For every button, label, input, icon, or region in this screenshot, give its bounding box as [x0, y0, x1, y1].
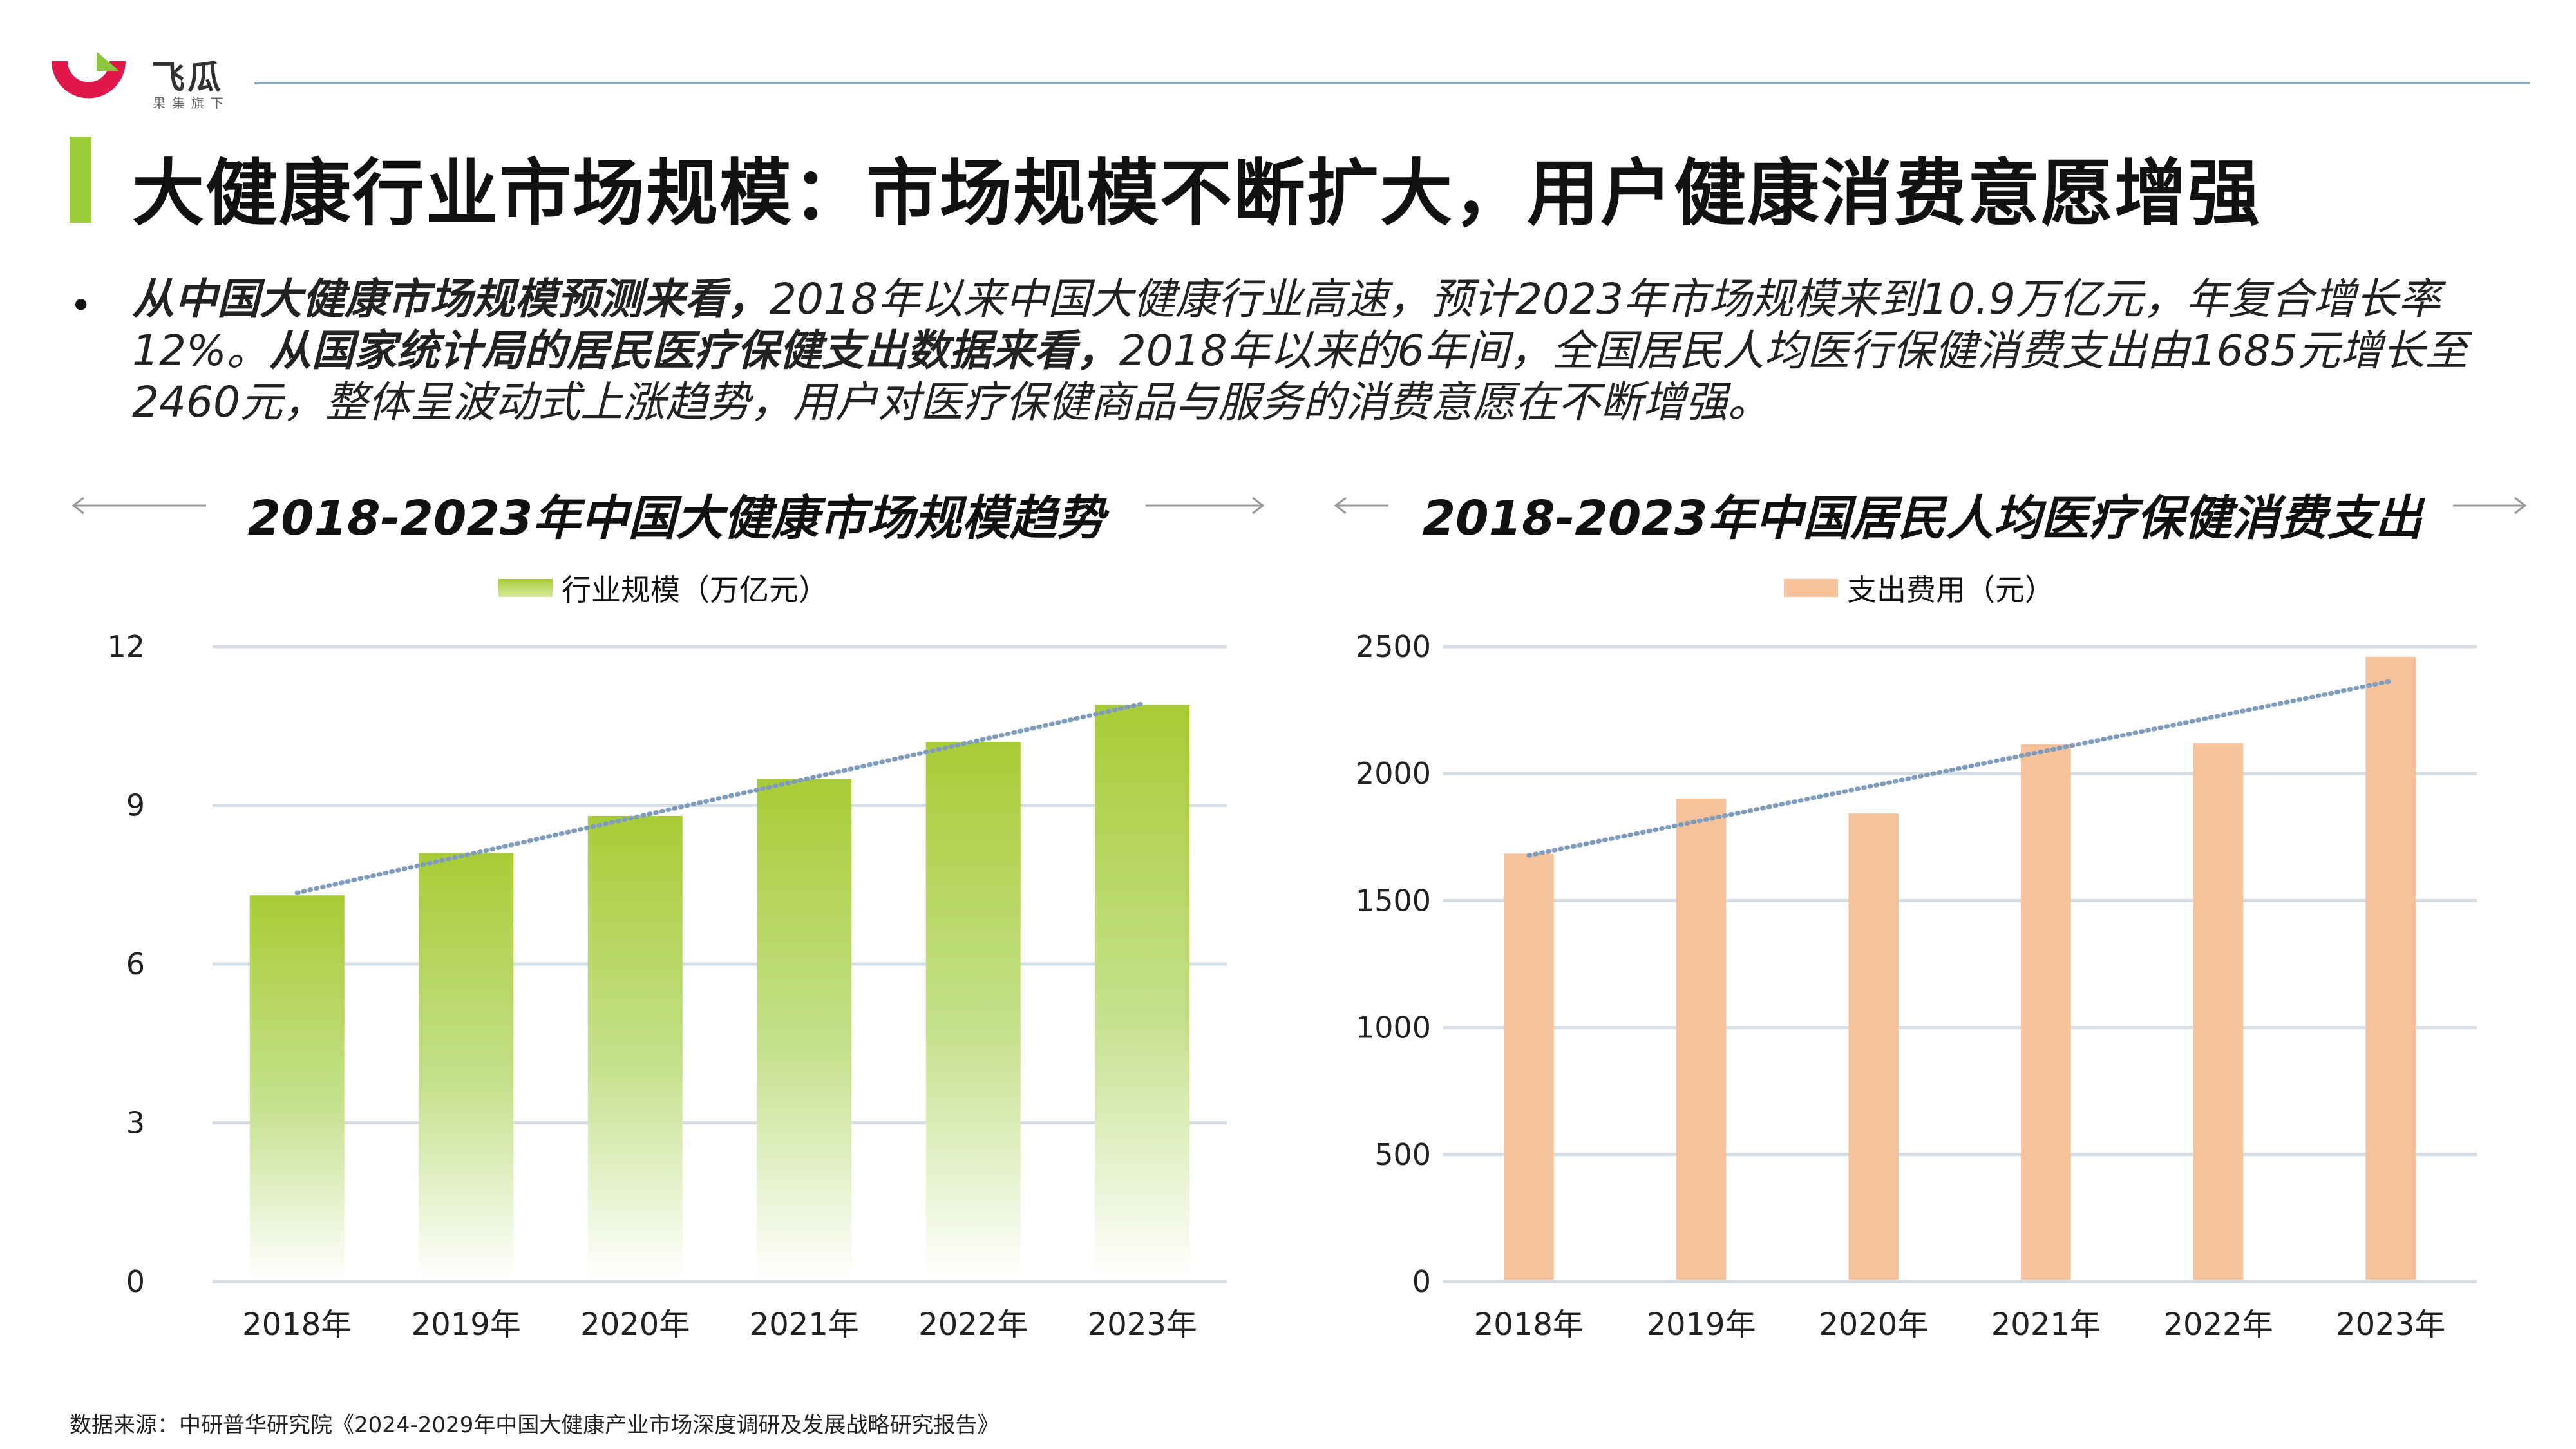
- bar: [1676, 798, 1727, 1280]
- x-tick-label: 2021年: [750, 1307, 859, 1343]
- legend-swatch-orange: [1784, 579, 1838, 597]
- arrow-left-icon: [1334, 497, 1388, 515]
- y-tick-label: 0: [1412, 1264, 1431, 1299]
- summary-paragraph: 从中国大健康市场规模预测来看，2018年以来中国大健康行业高速，预计2023年市…: [132, 274, 2515, 428]
- chart-title-left: 2018-2023年中国大健康市场规模趋势: [247, 491, 1105, 546]
- bar: [2021, 744, 2071, 1280]
- y-tick-label: 12: [107, 629, 145, 664]
- arrow-left-icon: [71, 497, 206, 515]
- legend-label: 支出费用（元）: [1847, 573, 2054, 607]
- bar: [419, 853, 514, 1280]
- title-accent-bar: [70, 137, 91, 223]
- bar: [757, 779, 852, 1280]
- y-tick-label: 1000: [1356, 1010, 1431, 1045]
- legend-swatch-green: [498, 579, 553, 597]
- legend-right: 支出费用（元）: [1784, 567, 2054, 609]
- brand-logo-icon: [52, 52, 126, 99]
- summary-text-2: 2018年以来的6年间，全国居民人均医行保健消费支出由1685元增长至2460元…: [132, 326, 2468, 427]
- x-tick-label: 2022年: [2163, 1307, 2273, 1343]
- chart-title-right: 2018-2023年中国居民人均医疗保健消费支出: [1422, 491, 2423, 546]
- bar: [249, 895, 345, 1280]
- trendline: [294, 701, 1145, 895]
- x-tick-label: 2018年: [242, 1307, 352, 1343]
- x-tick-label: 2020年: [1819, 1307, 1928, 1343]
- bar: [1095, 705, 1190, 1280]
- bar: [925, 741, 1021, 1280]
- page-title: 大健康行业市场规模：市场规模不断扩大，用户健康消费意愿增强: [132, 152, 2261, 236]
- y-tick-label: 2000: [1356, 756, 1431, 791]
- x-tick-label: 2020年: [580, 1307, 690, 1343]
- bar: [1848, 813, 1899, 1280]
- y-tick-label: 6: [126, 947, 145, 981]
- bar: [1504, 853, 1554, 1280]
- health-spending-chart: 0 500 1000 1500 2000 2500 2018年 2019年 2020年 2021年…: [1356, 629, 2477, 1343]
- x-tick-label: 2023年: [2336, 1307, 2445, 1343]
- source-note: 数据来源：中研普华研究院《2024-2029年中国大健康产业市场深度调研及发展战…: [70, 1412, 999, 1438]
- summary-bold-2: 从国家统计局的居民医疗保健支出数据来看，: [269, 326, 1119, 375]
- bullet-icon: •: [70, 283, 93, 328]
- brand-name: 飞瓜: [151, 59, 224, 97]
- summary-text-1: 2018年以来中国大健康行业高速，预计2023年市场规模来到10.9万亿元，年复…: [132, 274, 2441, 375]
- market-size-chart: 0 3 6 9 12 2018年 2019年 2020年 2021年 2022年 2023年: [107, 629, 1227, 1343]
- y-tick-label: 9: [126, 788, 145, 823]
- legend-left: 行业规模（万亿元）: [498, 567, 828, 609]
- x-tick-label: 2022年: [918, 1307, 1028, 1343]
- x-tick-label: 2023年: [1088, 1307, 1197, 1343]
- header-divider: [254, 82, 2530, 84]
- y-tick-label: 1500: [1356, 883, 1431, 918]
- trendline: [1526, 679, 2393, 858]
- y-tick-label: 0: [126, 1264, 145, 1299]
- bar: [2365, 656, 2416, 1280]
- x-tick-label: 2019年: [412, 1307, 521, 1343]
- y-tick-label: 3: [126, 1106, 145, 1141]
- arrow-right-icon: [1146, 497, 1265, 515]
- x-tick-label: 2019年: [1646, 1307, 1756, 1343]
- y-tick-label: 2500: [1356, 629, 1431, 664]
- bar: [587, 815, 683, 1280]
- y-tick-label: 500: [1374, 1137, 1431, 1172]
- brand-tagline: 果集旗下: [153, 95, 230, 111]
- x-tick-label: 2018年: [1474, 1307, 1584, 1343]
- arrow-right-icon: [2453, 497, 2527, 515]
- summary-bold-1: 从中国大健康市场规模预测来看，: [132, 274, 770, 324]
- x-tick-label: 2021年: [1991, 1307, 2101, 1343]
- legend-label: 行业规模（万亿元）: [562, 573, 828, 607]
- bar: [2193, 743, 2244, 1280]
